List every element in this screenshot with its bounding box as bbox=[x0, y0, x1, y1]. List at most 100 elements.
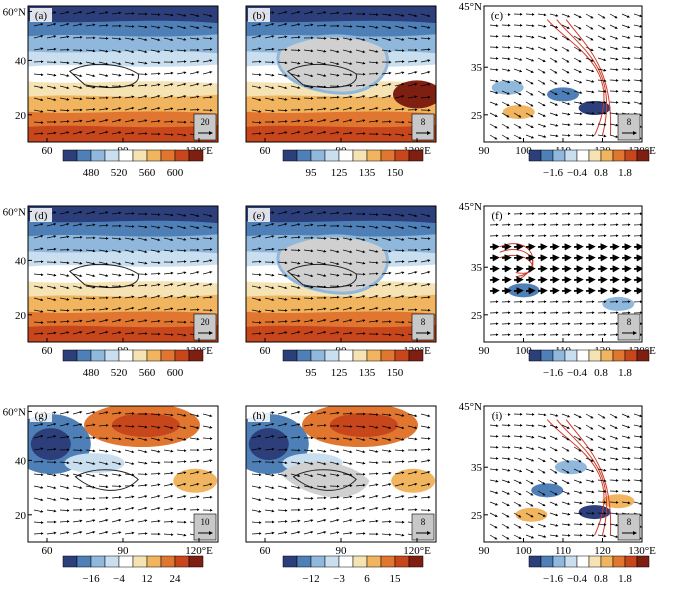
colorbar-swatch bbox=[77, 150, 91, 161]
colorbar-swatch bbox=[637, 150, 649, 161]
band bbox=[246, 295, 436, 314]
colorbar-swatch bbox=[147, 150, 161, 161]
colorbar-tick-label: 560 bbox=[139, 167, 156, 179]
high-core bbox=[112, 413, 180, 437]
colorbar-tick-label: 480 bbox=[83, 367, 100, 379]
panel-h-field bbox=[229, 403, 436, 542]
colorbar-swatch bbox=[161, 150, 175, 161]
colorbar-swatch bbox=[77, 556, 91, 567]
band bbox=[28, 4, 218, 23]
panel-label: (g) bbox=[35, 410, 48, 422]
colorbar-swatch bbox=[325, 350, 339, 361]
panel-label: (i) bbox=[492, 410, 503, 422]
ref-vector-value: 10 bbox=[201, 517, 211, 527]
y-tick-label: 35 bbox=[471, 262, 483, 274]
colorbar-swatch bbox=[119, 150, 133, 161]
ref-vector-value: 20 bbox=[201, 117, 211, 127]
y-tick-label: 60°N bbox=[3, 406, 26, 418]
panel-label: (d) bbox=[35, 210, 48, 222]
colorbar-swatch bbox=[175, 150, 189, 161]
colorbar-swatch bbox=[541, 350, 553, 361]
panel-label: (c) bbox=[491, 10, 504, 22]
y-tick-label: 20 bbox=[15, 510, 27, 522]
x-tick-label: 60 bbox=[260, 545, 272, 557]
colorbar-swatch bbox=[577, 350, 589, 361]
y-tick-label: 40 bbox=[15, 455, 27, 467]
y-tick-label: 45°N bbox=[459, 401, 482, 413]
colorbar-swatch bbox=[339, 556, 353, 567]
y-tick-label: 35 bbox=[471, 62, 483, 74]
colorbar-tick-label: 95 bbox=[306, 367, 318, 379]
ref-vector-value: 8 bbox=[627, 117, 632, 127]
ref-vector-value: 8 bbox=[627, 517, 632, 527]
colorbar-swatch bbox=[297, 350, 311, 361]
anomaly-blob bbox=[508, 283, 540, 297]
anomaly-blob bbox=[492, 81, 524, 95]
y-tick-label: 45°N bbox=[459, 201, 482, 213]
colorbar-swatch bbox=[325, 556, 339, 567]
x-tick-label: 120°E bbox=[185, 545, 213, 557]
colorbar-swatch bbox=[553, 150, 565, 161]
colorbar-tick-label: −16 bbox=[82, 573, 100, 585]
anomaly-blob bbox=[503, 105, 535, 119]
colorbar-tick-label: 0.8 bbox=[594, 367, 608, 379]
x-tick-label: 60 bbox=[260, 345, 272, 357]
x-tick-label: 110 bbox=[555, 545, 572, 557]
colorbar-swatch bbox=[395, 556, 409, 567]
colorbar-swatch bbox=[381, 150, 395, 161]
colorbar-swatch bbox=[105, 350, 119, 361]
colorbar-tick-label: 1.8 bbox=[618, 367, 632, 379]
colorbar-swatch bbox=[91, 150, 105, 161]
colorbar-swatch bbox=[553, 350, 565, 361]
x-tick-label: 120 bbox=[594, 545, 611, 557]
y-tick-label: 60°N bbox=[3, 206, 26, 218]
colorbar-swatch bbox=[409, 350, 423, 361]
colorbar-swatch bbox=[529, 556, 541, 567]
colorbar-swatch bbox=[589, 556, 601, 567]
colorbar-tick-label: 135 bbox=[359, 167, 376, 179]
colorbar-swatch bbox=[175, 350, 189, 361]
panel-g-field bbox=[11, 403, 218, 542]
colorbar-tick-label: 1.8 bbox=[618, 573, 632, 585]
anomaly-blob bbox=[579, 101, 611, 115]
panel-label: (h) bbox=[253, 410, 266, 422]
colorbar-swatch bbox=[367, 150, 381, 161]
x-tick-label: 90 bbox=[479, 145, 491, 157]
colorbar-swatch bbox=[133, 150, 147, 161]
y-tick-label: 25 bbox=[471, 510, 483, 522]
colorbar-swatch bbox=[311, 150, 325, 161]
x-tick-label: 120°E bbox=[403, 545, 431, 557]
colorbar-swatch bbox=[339, 350, 353, 361]
reference-vector: 8 bbox=[412, 314, 434, 340]
band bbox=[246, 204, 436, 223]
colorbar-tick-label: 600 bbox=[167, 367, 184, 379]
colorbar-swatch bbox=[189, 556, 203, 567]
colorbar-swatch bbox=[119, 350, 133, 361]
colorbar-swatch bbox=[325, 150, 339, 161]
reference-vector: 8 bbox=[412, 114, 434, 140]
panel-e-field bbox=[246, 204, 436, 344]
colorbar-swatch bbox=[577, 556, 589, 567]
colorbar-swatch bbox=[63, 150, 77, 161]
colorbar-swatch bbox=[147, 350, 161, 361]
colorbar-tick-label: 520 bbox=[111, 167, 128, 179]
x-tick-label: 60 bbox=[260, 145, 272, 157]
x-tick-label: 100 bbox=[515, 545, 532, 557]
colorbar-swatch bbox=[161, 556, 175, 567]
colorbar-swatch bbox=[353, 350, 367, 361]
colorbar-swatch bbox=[353, 150, 367, 161]
colorbar-swatch bbox=[91, 556, 105, 567]
colorbar-swatch bbox=[381, 556, 395, 567]
colorbar-swatch bbox=[601, 150, 613, 161]
colorbar-swatch bbox=[601, 556, 613, 567]
colorbar-swatch bbox=[105, 150, 119, 161]
colorbar-swatch bbox=[175, 556, 189, 567]
colorbar-swatch bbox=[161, 350, 175, 361]
colorbar-tick-label: 0.8 bbox=[594, 167, 608, 179]
colorbar-tick-label: −1.6 bbox=[543, 367, 563, 379]
colorbar-swatch bbox=[63, 556, 77, 567]
